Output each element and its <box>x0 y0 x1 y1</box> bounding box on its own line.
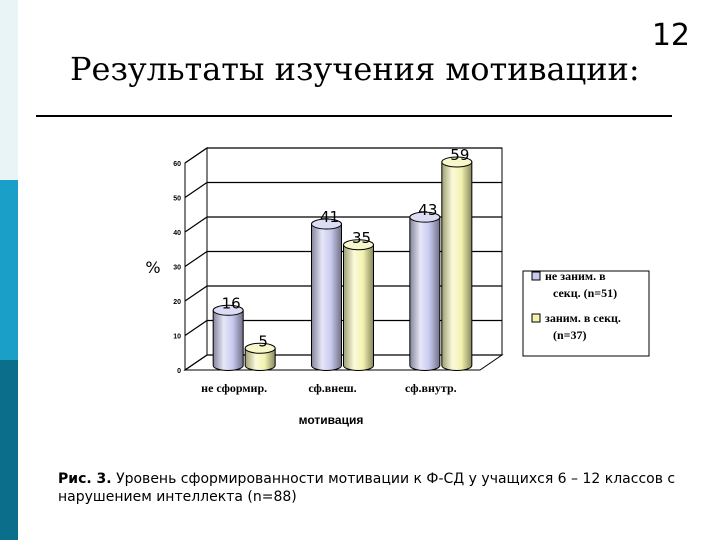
caption-prefix: Рис. 3. <box>58 471 112 487</box>
bar <box>212 309 244 371</box>
y-tick-label: 60 <box>173 161 181 168</box>
gridline <box>184 285 502 302</box>
y-tick-label: 10 <box>173 334 181 341</box>
bar <box>409 216 441 371</box>
y-tick-label: 0 <box>177 368 181 375</box>
legend-entry: не заним. в секц. (n=51) <box>545 269 617 300</box>
legend-box <box>522 270 650 357</box>
title-divider <box>36 115 672 117</box>
data-label: 43 <box>418 201 437 219</box>
bar <box>343 244 374 371</box>
data-label: 59 <box>450 146 469 164</box>
x-tick-label: не сформир. <box>201 381 267 395</box>
x-tick-label: сф.внутр. <box>405 381 457 395</box>
gridline <box>184 147 502 164</box>
bar <box>441 161 473 371</box>
bar-top <box>441 156 473 168</box>
legend-entry: заним. в секц. (n=37) <box>545 311 621 342</box>
data-label: 41 <box>320 208 339 226</box>
bar-top <box>212 304 244 316</box>
y-tick-label: 50 <box>173 196 181 203</box>
y-tick-label: 30 <box>173 265 181 272</box>
legend-swatch <box>531 313 541 323</box>
bar <box>311 223 342 371</box>
data-label: 35 <box>352 229 371 247</box>
y-axis-label: % <box>145 258 160 277</box>
sidebar-accent-middle <box>0 180 18 360</box>
slide-number: 12 <box>651 18 690 53</box>
bar-top <box>244 342 276 354</box>
gridline <box>184 250 502 267</box>
data-label: 16 <box>222 294 241 312</box>
gridline <box>184 354 502 371</box>
legend-swatch <box>531 271 541 281</box>
figure-caption: Рис. 3. Уровень сформированности мотивац… <box>58 470 698 506</box>
sidebar-accent-bottom <box>0 360 18 540</box>
caption-text: Уровень сформированности мотивации к Ф-С… <box>58 471 676 505</box>
sidebar-accent-top <box>0 0 18 180</box>
y-tick-label: 20 <box>173 299 181 306</box>
bar-top <box>409 211 441 223</box>
bar <box>244 347 276 371</box>
data-label: 5 <box>258 332 268 350</box>
x-axis-label: мотивация <box>299 413 364 427</box>
gridline <box>184 319 502 336</box>
bar-top <box>311 218 342 230</box>
bar-top <box>343 239 374 251</box>
gridline <box>184 181 502 198</box>
y-tick-label: 40 <box>173 230 181 237</box>
x-tick-label: сф.внеш. <box>308 381 356 395</box>
slide-title: Результаты изучения мотивации: <box>70 50 640 88</box>
gridline <box>184 216 502 233</box>
